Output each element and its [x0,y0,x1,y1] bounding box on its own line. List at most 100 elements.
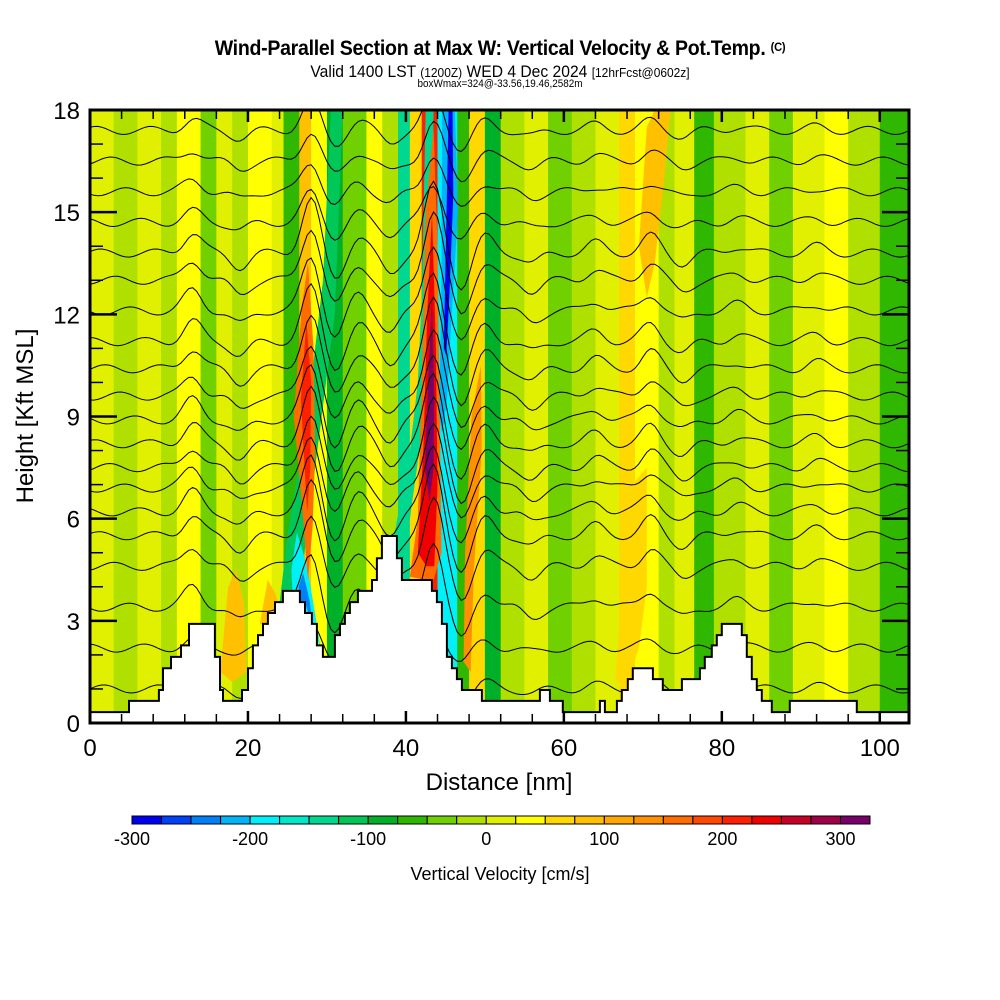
y-tick-label: 3 [67,609,80,636]
y-tick-label: 9 [67,405,80,432]
w-column [674,110,695,723]
w-column [769,110,794,723]
terrain-outline [90,535,909,714]
potential-temperature-contours [90,110,908,707]
w-feature [638,110,671,298]
x-tick-label: 80 [708,735,735,762]
chart-title: Wind-Parallel Section at Max W: Vertical… [35,37,965,61]
valid-utc: (1200Z) [420,65,463,80]
y-tick-label: 6 [67,507,80,534]
theta-contour [90,272,908,376]
y-axis-title: Height [Kft MSL] [12,329,39,504]
colorbar-segment [308,815,340,825]
colorbar-segment [662,815,694,825]
theta-contour [90,395,908,505]
theta-contour [90,120,908,183]
colorbar-tick-label: 200 [707,829,737,849]
theta-contour [90,657,908,707]
theta-contour [90,110,908,153]
colorbar-segment [485,815,517,825]
w-column [824,110,849,723]
copyright-mark: (C) [770,40,786,54]
w-column [500,110,525,723]
colorbar-segment [131,815,163,825]
colorbar-segment [220,815,251,825]
colorbar-segment [751,815,782,825]
colorbar-segment [161,815,192,825]
w-column [571,110,596,723]
w-column [694,110,715,723]
colorbar-segment [574,815,605,825]
colorbar-tick-label: 300 [825,829,855,849]
w-column [271,110,284,723]
y-tick-label: 15 [53,200,80,227]
x-tick-label: 100 [860,735,900,762]
y-tick-label: 0 [67,711,80,738]
w-feature [279,110,343,638]
w-feature [463,365,482,672]
w-feature [615,467,647,683]
valid-date: WED 4 Dec 2024 [466,62,588,81]
w-column [216,110,233,723]
x-tick-label: 20 [235,735,262,762]
x-tick-label: 0 [83,735,96,762]
theta-contour [90,620,908,663]
w-column [595,110,620,723]
w-column [232,110,249,723]
w-column [792,110,825,723]
colorbar-segment [279,815,310,825]
x-tick-labels: 0 20 40 60 80 100 [83,735,899,762]
theta-contour [90,463,908,574]
forecast-info: [12hrFcst@0602z] [591,65,690,80]
box-wmax-info: boxWmax=324@-33.56,19.46,2582m [417,78,583,90]
colorbar-tick-label: 0 [481,829,491,849]
x-tick-label: 40 [393,735,420,762]
y-tick-labels: 0 3 6 9 12 15 18 [53,98,80,738]
theta-contour [90,211,908,315]
x-tick-label: 60 [551,735,578,762]
colorbar-segment [810,815,841,825]
theta-contour [90,372,908,480]
colorbar-segment [426,815,458,825]
colorbar-segment [367,815,399,825]
colorbar-tick-label: -300 [114,829,150,849]
theta-contour [90,157,908,207]
x-axis-title: Distance [nm] [426,769,573,796]
colorbar-segment [633,815,664,825]
terrain [90,535,909,723]
colorbar-segment [338,815,369,825]
w-feature [300,321,312,512]
colorbar-segment [692,815,723,825]
vertical-velocity-field [90,110,909,723]
theta-contour [90,296,908,407]
theta-contour [90,185,908,241]
colorbar-segment [190,815,222,825]
w-column [484,110,502,723]
colorbar-segment [839,815,871,825]
axis-ticks [88,108,909,725]
y-tick-label: 18 [53,98,80,125]
chart-title-text: Wind-Parallel Section at Max W: Vertical… [214,37,766,60]
w-column [176,110,202,723]
theta-contour [90,445,908,544]
w-column [200,110,217,723]
colorbar-title: Vertical Velocity [cm/s] [410,864,589,884]
w-column [113,110,138,723]
colorbar-segment [515,815,546,825]
colorbar-tick-label: 100 [589,829,619,849]
w-column [548,110,573,723]
colorbar-segment [249,815,281,825]
colorbar-tick-label: -100 [350,829,386,849]
colorbar-segment [603,815,635,825]
w-column [658,110,675,723]
chart-subtitle: Valid 1400 LST (1200Z) WED 4 Dec 2024 [1… [40,62,960,82]
colorbar-segment [397,815,428,825]
y-tick-label: 12 [53,302,80,329]
colorbar-segment [780,815,812,825]
colorbar-segment [544,815,576,825]
w-feature [424,297,435,502]
colorbar-segment [721,815,753,825]
theta-contour [90,354,908,450]
w-column [524,110,549,723]
